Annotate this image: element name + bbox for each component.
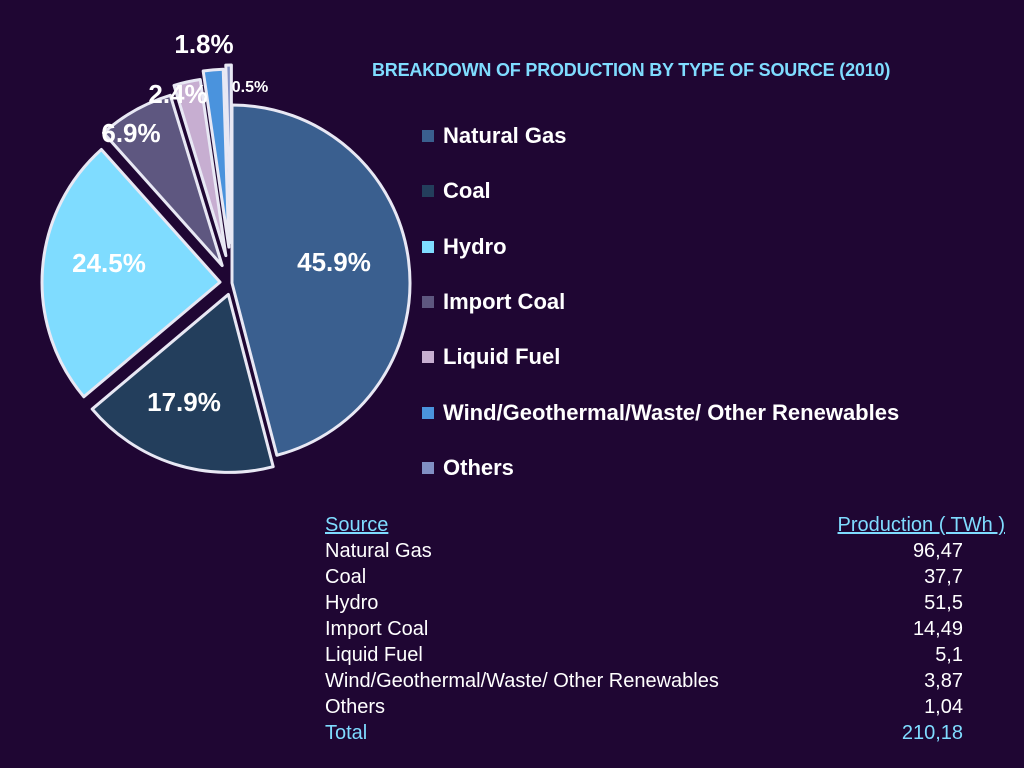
legend-swatch — [422, 406, 434, 419]
table-header-row: Source Production ( TWh ) — [325, 512, 1010, 538]
table-total-value: 210,18 — [901, 722, 963, 744]
pie-slice — [224, 63, 233, 245]
pie-slice-label: 6.9% — [101, 118, 160, 148]
table-header-production: Production ( TWh ) — [837, 514, 1005, 536]
table-row: Liquid Fuel 5,1 — [325, 642, 1010, 668]
legend-swatch — [422, 240, 434, 253]
legend-label: Liquid Fuel — [443, 344, 561, 370]
legend-item: Liquid Fuel — [422, 339, 560, 375]
table-header-source: Source — [325, 514, 389, 536]
table-cell-production: 14,49 — [912, 618, 963, 640]
table-cell-production: 5,1 — [935, 644, 963, 666]
legend-label: Wind/Geothermal/Waste/ Other Renewables — [443, 399, 900, 425]
legend-swatch — [422, 130, 434, 142]
table-row: Others 1,04 — [325, 694, 1010, 720]
pie-slice — [102, 93, 224, 268]
table-cell-source: Coal — [325, 566, 367, 588]
legend-swatch — [422, 295, 434, 308]
pie-slice — [230, 103, 412, 457]
table-cell-source: Wind/Geothermal/Waste/ Other Renewables — [325, 670, 719, 692]
legend-label: Import Coal — [443, 288, 566, 314]
legend-label: Hydro — [443, 233, 507, 259]
table-cell-source: Others — [325, 696, 386, 718]
pie-slice — [40, 147, 222, 399]
table-row: Natural Gas 96,47 — [325, 538, 1010, 564]
pie-slice-label: 0.5% — [232, 79, 268, 96]
production-table: Source Production ( TWh ) Natural Gas 96,… — [325, 512, 1010, 746]
legend-item: Natural Gas — [422, 118, 567, 154]
legend-item: Import Coal — [422, 284, 565, 320]
pie-slice — [201, 67, 231, 249]
table-total-row: Total 210,18 — [325, 720, 1010, 746]
legend-item: Hydro — [422, 229, 507, 265]
legend-item: Others — [422, 450, 514, 486]
table-cell-production: 3,87 — [924, 670, 963, 692]
table-cell-source: Natural Gas — [325, 540, 432, 562]
table-cell-production: 1,04 — [924, 696, 963, 718]
legend-label: Others — [443, 454, 514, 480]
table-row: Coal 37,7 — [325, 564, 1010, 590]
table-cell-source: Hydro — [325, 592, 379, 614]
pie-slice — [172, 78, 228, 258]
table-body: Natural Gas 96,47 Coal 37,7 Hydro 51,5 Import … — [325, 538, 1010, 720]
pie-slice-label: 2.4% — [148, 79, 207, 109]
table-total-label: Total — [325, 722, 368, 744]
table-row: Hydro 51,5 — [325, 590, 1010, 616]
pie-slice-label: 45.9% — [297, 247, 371, 277]
table-row: Import Coal 14,49 — [325, 616, 1010, 642]
pie-slice-label: 17.9% — [147, 387, 221, 417]
table-cell-production: 51,5 — [924, 592, 963, 614]
table-cell-production: 96,47 — [912, 540, 963, 562]
table-row: Wind/Geothermal/Waste/ Other Renewables 3… — [325, 668, 1010, 694]
table-cell-source: Import Coal — [325, 618, 429, 640]
pie-chart: 45.9% 17.9% 24.5% 6.9% 2.4% 1.8% 0.5% — [40, 29, 412, 474]
table-cell-source: Liquid Fuel — [325, 644, 423, 666]
pie-slice-label: 24.5% — [72, 248, 146, 278]
legend-swatch — [422, 461, 434, 474]
legend-label: Coal — [443, 178, 491, 204]
legend-swatch — [422, 351, 434, 364]
pie-slice — [90, 292, 275, 474]
legend-item: Wind/Geothermal/Waste/ Other Renewables — [422, 395, 899, 431]
chart-title: BREAKDOWN OF PRODUCTION BY TYPE OF SOURC… — [372, 60, 891, 80]
table-cell-production: 37,7 — [924, 566, 963, 588]
pie-slice-label: 1.8% — [174, 29, 233, 59]
legend-swatch — [422, 185, 434, 198]
legend-item: Coal — [422, 173, 491, 209]
legend-label: Natural Gas — [443, 123, 567, 148]
